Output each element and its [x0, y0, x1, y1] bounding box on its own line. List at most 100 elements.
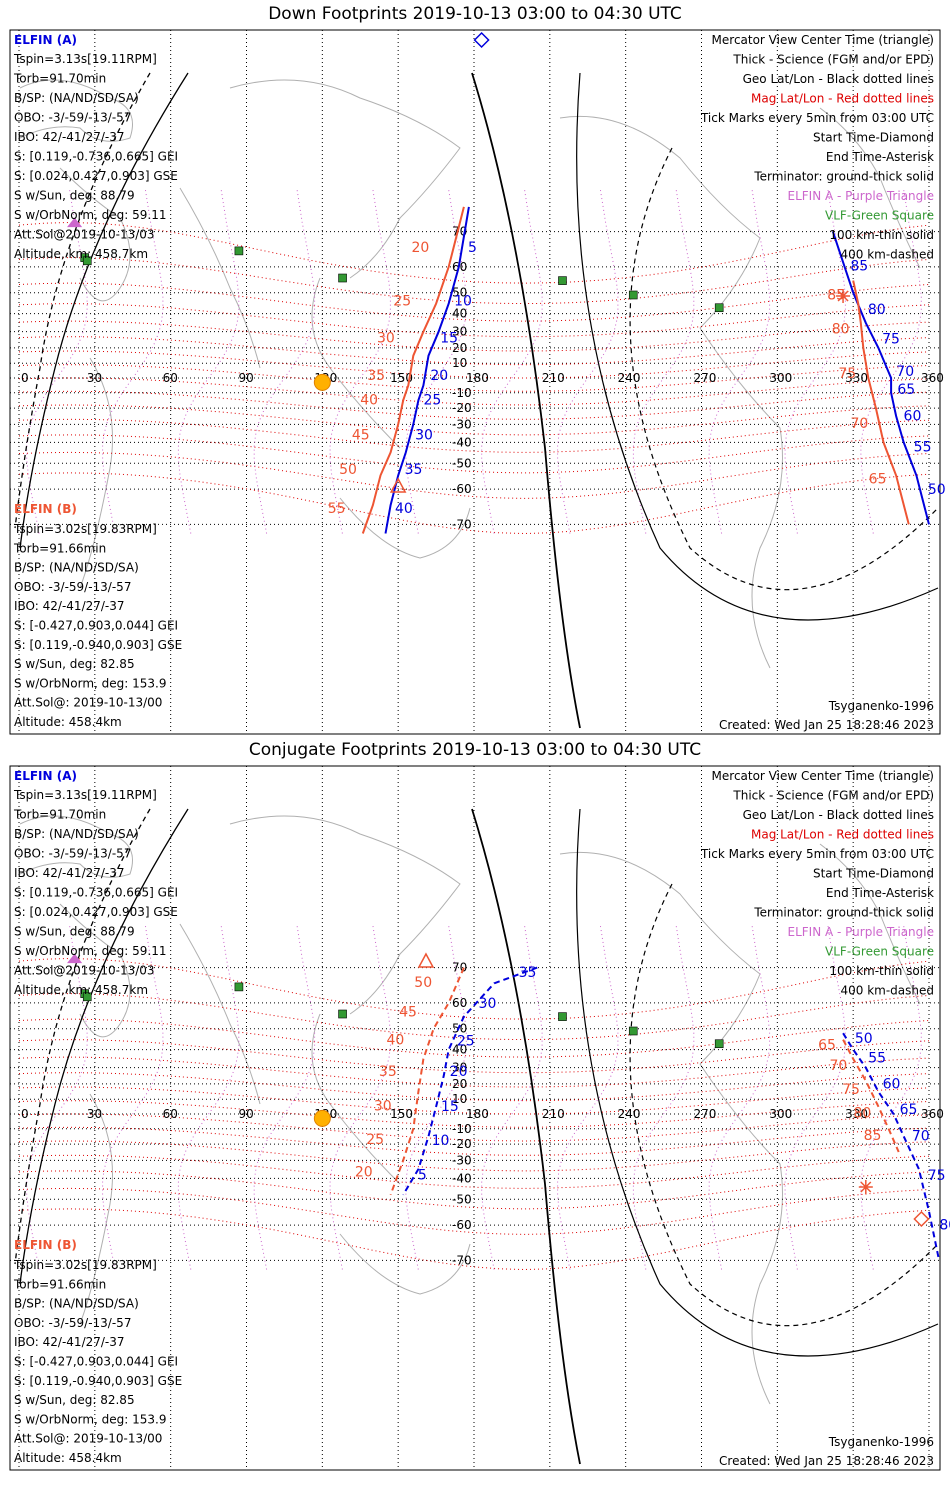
coastline-4	[229, 79, 461, 279]
end-time-asterisk	[836, 289, 851, 303]
track-tick-label: 65	[818, 1038, 836, 1054]
legend-line: Terminator: ground-thick solid	[753, 170, 934, 184]
terminator-ground	[471, 72, 581, 729]
lon-tick-label: 240	[618, 1107, 641, 1121]
lat-tick-label: 40	[452, 307, 467, 321]
elfin-a-info-line: S w/OrbNorm, deg: 59.11	[14, 208, 166, 222]
track-tick-label: 70	[912, 1129, 930, 1145]
created-label: Created: Wed Jan 25 18:28:46 2023	[719, 1454, 934, 1468]
elfin-a-info-line: OBO: -3/-59/-13/-57	[14, 111, 131, 125]
coastline-8	[699, 327, 783, 669]
elfin-a-header: ELFIN (A)	[14, 769, 77, 783]
coastline-6	[339, 1233, 471, 1295]
vlf-green-square	[714, 303, 724, 313]
legend-line: Mag Lat/Lon - Red dotted lines	[751, 828, 934, 842]
track-tick-label: 45	[399, 1005, 417, 1021]
mag-latitude-line	[18, 282, 930, 322]
mag-latitude-line	[18, 390, 930, 420]
mag-longitude-line	[557, 187, 619, 534]
track-tick-label: 20	[355, 1164, 373, 1180]
footprint-track-b-pass2	[842, 1039, 900, 1153]
track-tick-label: 60	[883, 1076, 901, 1092]
coastline-3	[179, 187, 261, 369]
elfin-a-info-line: IBO: 42/-41/27/-37	[14, 866, 125, 880]
elfin-a-info-line: Att.Sol@2019-10-13/03	[14, 228, 155, 242]
mag-latitude-line	[18, 336, 930, 366]
legend-line: End Time-Asterisk	[826, 886, 934, 900]
lon-tick-label: 360	[921, 1107, 944, 1121]
track-tick-label: 15	[441, 1099, 459, 1115]
track-tick-label: 70	[829, 1058, 847, 1074]
track-tick-label: 5	[468, 240, 477, 256]
track-tick-label: 25	[423, 393, 441, 409]
lat-tick-label: 30	[452, 1061, 467, 1075]
start-time-diamond	[913, 1210, 930, 1228]
vlf-green-square	[338, 273, 347, 283]
coastline-1	[59, 903, 131, 1038]
footprint-track-b-pass2	[852, 280, 910, 525]
mag-longitude-line	[481, 923, 543, 1270]
legend-line: Tick Marks every 5min from 03:00 UTC	[700, 111, 934, 125]
elfin-a-info-line: S w/Sun, deg: 88.79	[14, 925, 135, 939]
elfin-b-info-line: S w/Sun, deg: 82.85	[14, 1393, 135, 1407]
track-tick-label: 25	[366, 1132, 384, 1148]
lat-tick-label: -60	[452, 482, 472, 496]
vlf-green-square	[558, 1012, 567, 1021]
track-tick-label: 20	[430, 368, 448, 384]
legend-line: VLF-Green Square	[825, 945, 934, 959]
terminator-100km-east	[576, 72, 939, 621]
track-tick-label: 30	[415, 427, 433, 443]
track-tick-label: 65	[869, 471, 887, 487]
mag-longitude-line	[177, 187, 240, 534]
footprint-track-b-pass1	[361, 206, 465, 534]
track-tick-label: 75	[838, 366, 856, 382]
elfin-b-info-line: S: [-0.427,0.903,0.044] GEI	[14, 1355, 178, 1369]
elfin-a-info-line: Torb=91.70min	[13, 72, 106, 86]
lon-tick-label: 300	[769, 371, 792, 385]
mag-longitude-line	[26, 187, 88, 534]
mag-latitude-line	[18, 418, 930, 453]
mag-longitude-line	[481, 187, 543, 534]
legend-line: End Time-Asterisk	[826, 150, 934, 164]
coastline-7	[559, 851, 761, 1065]
mag-latitude-line	[18, 434, 930, 474]
legend-line: VLF-Green Square	[825, 209, 934, 223]
mag-latitude-line	[18, 1056, 930, 1088]
mag-latitude-line	[18, 1140, 930, 1172]
terminator-100km-west	[19, 72, 189, 549]
lat-tick-label: -40	[452, 1171, 472, 1185]
elfin-b-info-line: S w/Sun, deg: 82.85	[14, 657, 135, 671]
track-tick-label: 50	[339, 462, 357, 478]
legend-line: 100 km-thin solid	[829, 228, 934, 242]
track-tick-label: 35	[519, 965, 537, 981]
mag-longitude-line	[102, 923, 164, 1270]
track-tick-label: 20	[450, 1064, 468, 1080]
mag-longitude-line	[253, 923, 316, 1270]
elfin-b-info-line: S: [-0.427,0.903,0.044] GEI	[14, 619, 178, 633]
track-tick-label: 50	[855, 1031, 873, 1047]
coastline-1	[59, 167, 131, 302]
track-tick-label: 70	[896, 364, 914, 380]
elfin-b-info-line: Torb=91.66min	[13, 1277, 106, 1291]
lat-tick-label: 60	[452, 996, 467, 1010]
lat-tick-label: -30	[452, 417, 472, 431]
end-time-asterisk	[858, 1180, 873, 1194]
plot-frame	[9, 29, 941, 735]
legend-line: Terminator: ground-thick solid	[753, 906, 934, 920]
mag-longitude-line	[784, 187, 846, 534]
lon-tick-label: 60	[163, 1107, 178, 1121]
lon-tick-label: 90	[239, 371, 254, 385]
track-tick-label: 75	[928, 1168, 946, 1184]
vlf-green-square	[628, 1026, 638, 1036]
track-tick-label: 65	[900, 1102, 918, 1118]
track-tick-label: 75	[882, 331, 900, 347]
mag-latitude-line	[18, 957, 930, 1020]
lat-tick-label: 10	[452, 356, 467, 370]
mag-longitude-line	[177, 923, 240, 1270]
elfin-a-info-line: S: [0.119,-0.736,0.665] GEI	[14, 150, 178, 164]
coastline-6	[339, 497, 471, 559]
lat-tick-label: 10	[452, 1092, 467, 1106]
track-tick-label: 75	[842, 1082, 860, 1098]
terminator-400km-east	[629, 883, 939, 1327]
lon-tick-label: 0	[21, 371, 29, 385]
